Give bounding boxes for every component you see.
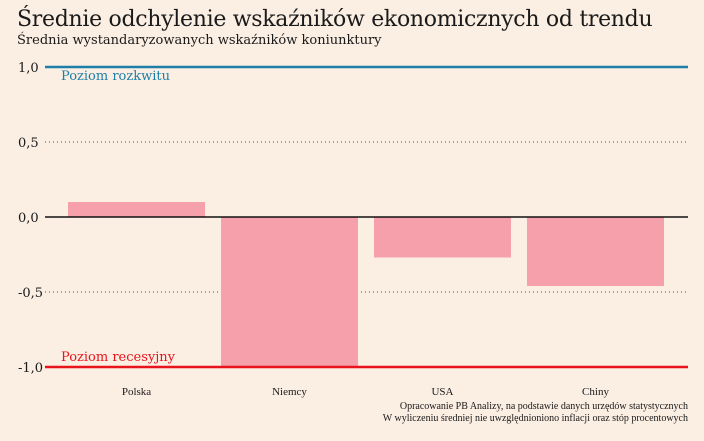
x-tick-label: Chiny (582, 386, 609, 398)
y-tick-label: 1,0 (18, 61, 39, 76)
chart-subtitle: Średnia wystandaryzowanych wskaźników ko… (17, 33, 382, 48)
source-note: Opracowanie PB Analizy, na podstawie dan… (383, 401, 688, 425)
x-tick-label: Niemcy (272, 386, 307, 398)
y-tick-label: -0,5 (18, 286, 43, 301)
bar (68, 202, 205, 217)
bar (527, 217, 664, 286)
y-tick-label: 0,5 (18, 136, 39, 151)
reference-line-label: Poziom rozkwitu (61, 69, 170, 84)
reference-line-label: Poziom recesyjny (61, 350, 176, 365)
y-tick-label: -1,0 (18, 361, 43, 376)
x-tick-label: USA (431, 386, 453, 398)
chart-title: Średnie odchylenie wskaźników ekonomiczn… (17, 7, 653, 32)
source-line: W wyliczeniu średniej nie uwzględnionion… (382, 413, 688, 424)
source-line: Opracowanie PB Analizy, na podstawie dan… (399, 401, 688, 412)
x-tick-label: Polska (122, 386, 151, 398)
bar (374, 217, 511, 258)
bar (221, 217, 358, 367)
y-tick-label: 0,0 (18, 211, 39, 226)
